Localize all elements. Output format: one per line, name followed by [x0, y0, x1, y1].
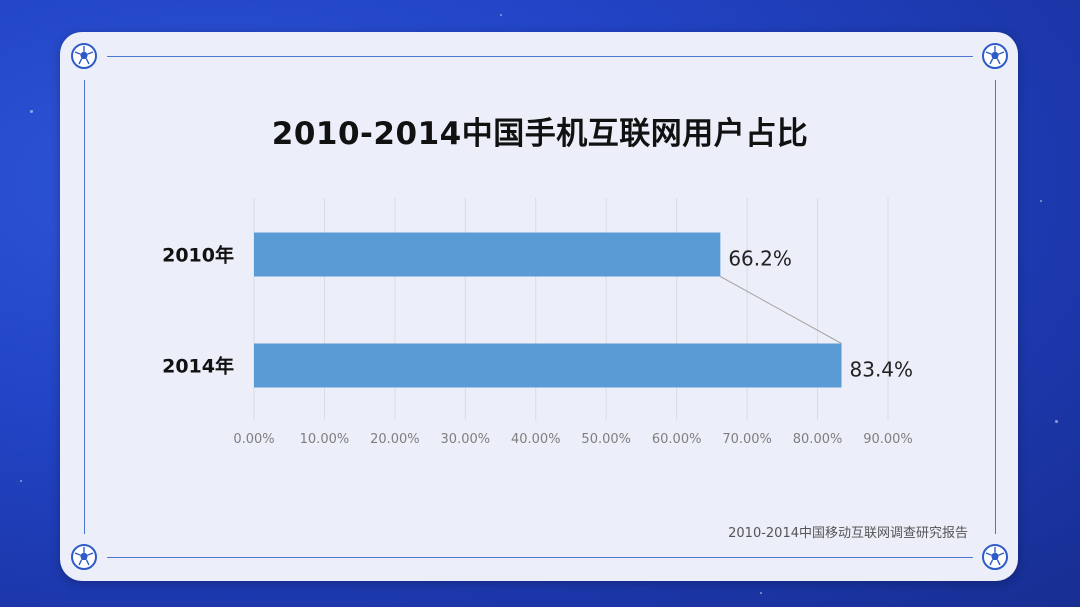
x-tick-label: 80.00%	[793, 432, 843, 447]
x-tick-label: 60.00%	[652, 432, 702, 447]
category-labels: 2010年 2014年	[162, 244, 234, 378]
x-axis-tick-labels: 0.00% 10.00% 20.00% 30.00% 40.00% 50.00% 60.00…	[233, 432, 912, 447]
bar	[254, 232, 721, 277]
x-tick-label: 70.00%	[722, 432, 772, 447]
background-speck	[500, 14, 502, 16]
frame-bottom-line	[107, 557, 973, 558]
x-tick-label: 10.00%	[300, 432, 350, 447]
background-speck	[1055, 420, 1058, 423]
category-label: 2010年	[162, 244, 234, 267]
background-speck	[760, 592, 762, 594]
data-label: 83.4%	[850, 358, 914, 382]
soccer-ball-icon	[982, 544, 1008, 570]
soccer-ball-icon	[71, 544, 97, 570]
source-note: 2010-2014中国移动互联网调查研究报告	[728, 526, 968, 541]
chart-title: 2010-2014中国手机互联网用户占比	[271, 116, 809, 152]
frame-left-line	[84, 80, 85, 534]
chart-bars	[254, 232, 842, 388]
x-tick-label: 0.00%	[233, 432, 274, 447]
x-tick-label: 20.00%	[370, 432, 420, 447]
background-speck	[20, 480, 22, 482]
x-tick-label: 30.00%	[441, 432, 491, 447]
x-tick-label: 40.00%	[511, 432, 561, 447]
category-label: 2014年	[162, 355, 234, 378]
soccer-ball-icon	[71, 43, 97, 69]
frame-right-line	[995, 80, 996, 534]
series-connector-line	[720, 276, 842, 344]
slide-card	[60, 32, 1018, 581]
data-labels: 66.2% 83.4%	[728, 247, 913, 382]
x-tick-label: 50.00%	[581, 432, 631, 447]
bar	[254, 343, 842, 388]
soccer-ball-icon	[982, 43, 1008, 69]
x-tick-label: 90.00%	[863, 432, 913, 447]
series-lines	[720, 276, 842, 344]
background-speck	[1040, 200, 1042, 202]
frame-top-line	[107, 56, 973, 57]
background-speck	[30, 110, 33, 113]
data-label: 66.2%	[728, 247, 792, 271]
